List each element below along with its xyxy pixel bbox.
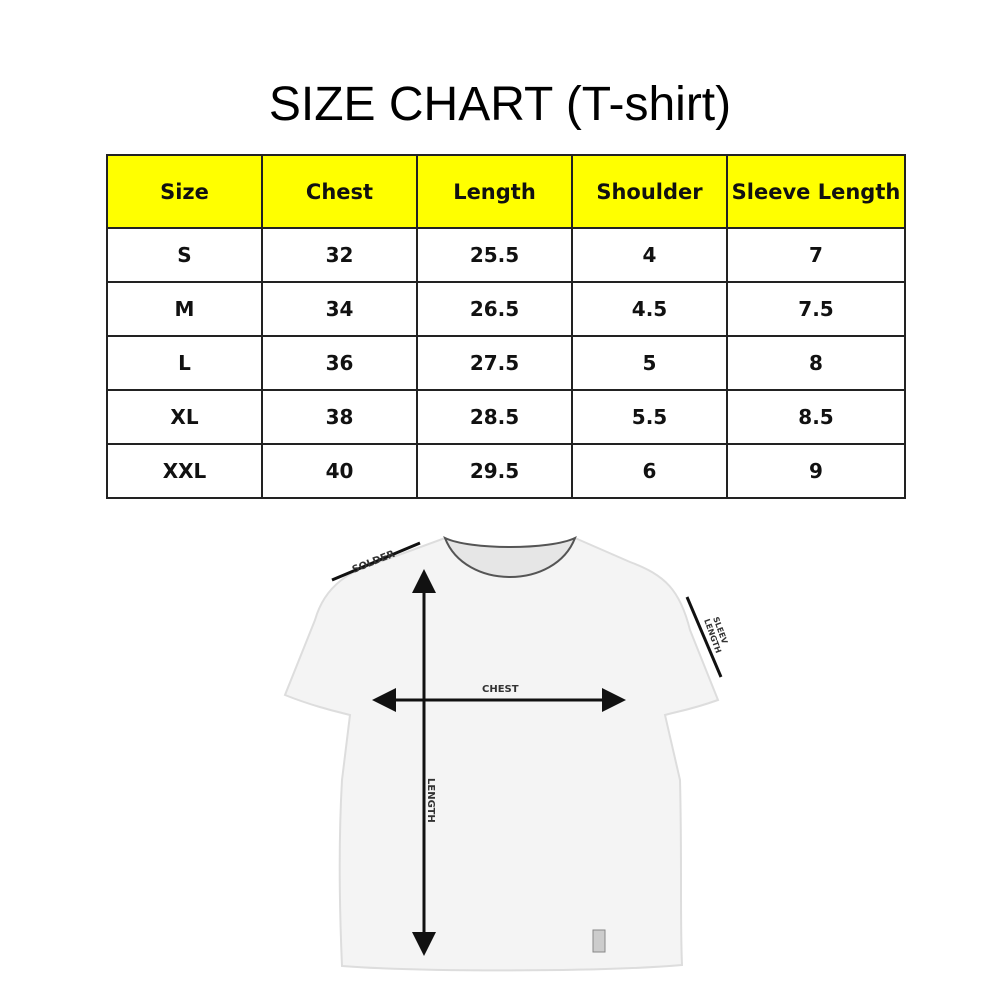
cell-chest: 36 — [261, 335, 418, 391]
table-header-row: Size Chest Length Shoulder Sleeve Length — [106, 154, 906, 229]
sleeve-measure-line — [685, 596, 723, 678]
tshirt-neck — [443, 536, 577, 578]
header-shoulder: Shoulder — [571, 154, 728, 229]
cell-size: XXL — [106, 443, 263, 499]
cell-sleeve-length: 8 — [726, 335, 906, 391]
cell-sleeve-length: 7 — [726, 227, 906, 283]
cell-chest: 38 — [261, 389, 418, 445]
header-chest: Chest — [261, 154, 418, 229]
cell-length: 29.5 — [416, 443, 573, 499]
cell-chest: 40 — [261, 443, 418, 499]
cell-shoulder: 6 — [571, 443, 728, 499]
cell-length: 28.5 — [416, 389, 573, 445]
cell-length: 25.5 — [416, 227, 573, 283]
cell-chest: 32 — [261, 227, 418, 283]
tshirt-body — [283, 536, 720, 972]
cell-shoulder: 5.5 — [571, 389, 728, 445]
table-row: XXL 40 29.5 6 9 — [106, 443, 906, 499]
page-title: SIZE CHART (T-shirt) — [268, 78, 732, 131]
cell-sleeve-length: 7.5 — [726, 281, 906, 337]
chest-label: CHEST — [482, 684, 519, 695]
length-label: LENGTH — [425, 778, 436, 823]
brand-tag — [592, 929, 606, 953]
header-sleeve-length: Sleeve Length — [726, 154, 906, 229]
table-row: M 34 26.5 4.5 7.5 — [106, 281, 906, 337]
cell-shoulder: 5 — [571, 335, 728, 391]
cell-size: L — [106, 335, 263, 391]
cell-size: XL — [106, 389, 263, 445]
cell-length: 26.5 — [416, 281, 573, 337]
cell-size: M — [106, 281, 263, 337]
cell-shoulder: 4 — [571, 227, 728, 283]
cell-sleeve-length: 8.5 — [726, 389, 906, 445]
table-row: L 36 27.5 5 8 — [106, 335, 906, 391]
shoulder-measure-line — [331, 541, 421, 582]
size-table: Size Chest Length Shoulder Sleeve Length… — [106, 154, 906, 499]
tshirt-diagram: SOLDER LENGTH CHEST SLEEV LENGTH — [283, 536, 729, 972]
cell-length: 27.5 — [416, 335, 573, 391]
table-row: S 32 25.5 4 7 — [106, 227, 906, 283]
cell-size: S — [106, 227, 263, 283]
header-size: Size — [106, 154, 263, 229]
cell-shoulder: 4.5 — [571, 281, 728, 337]
header-length: Length — [416, 154, 573, 229]
table-row: XL 38 28.5 5.5 8.5 — [106, 389, 906, 445]
cell-sleeve-length: 9 — [726, 443, 906, 499]
cell-chest: 34 — [261, 281, 418, 337]
